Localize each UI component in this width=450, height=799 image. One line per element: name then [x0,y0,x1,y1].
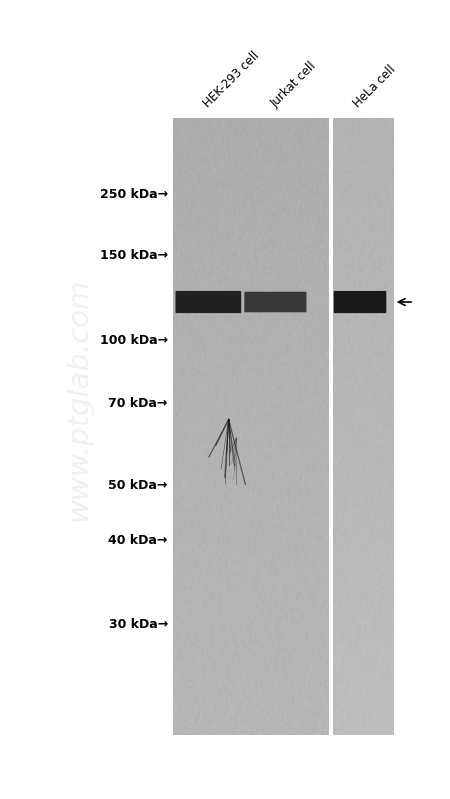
Text: HEK-293 cell: HEK-293 cell [202,50,262,110]
Text: HeLa cell: HeLa cell [351,63,398,110]
FancyBboxPatch shape [334,291,386,313]
Text: 250 kDa→: 250 kDa→ [100,188,168,201]
FancyBboxPatch shape [176,291,241,313]
Text: 150 kDa→: 150 kDa→ [100,249,168,262]
Text: 100 kDa→: 100 kDa→ [100,334,168,347]
Text: www.ptglab.com: www.ptglab.com [65,278,93,521]
Text: 70 kDa→: 70 kDa→ [108,397,168,410]
Text: 50 kDa→: 50 kDa→ [108,479,168,492]
Text: 40 kDa→: 40 kDa→ [108,534,168,547]
Text: Jurkat cell: Jurkat cell [268,60,319,110]
Text: 30 kDa→: 30 kDa→ [108,618,168,631]
FancyBboxPatch shape [244,292,306,312]
